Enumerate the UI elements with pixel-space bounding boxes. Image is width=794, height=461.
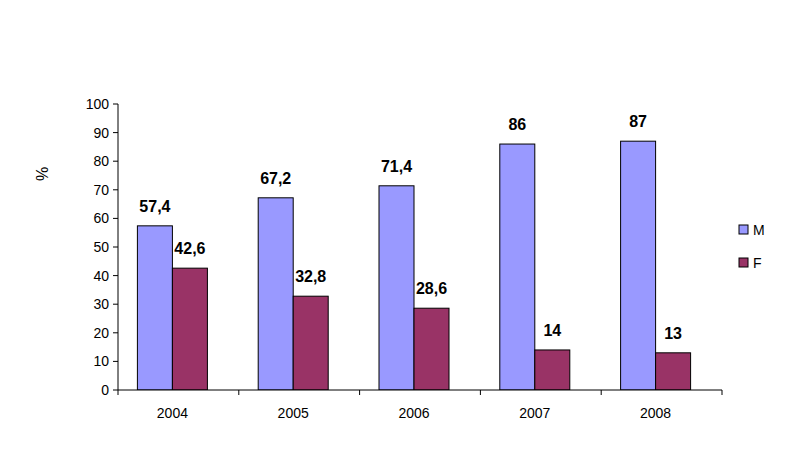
bar <box>379 186 414 390</box>
y-tick-label: 80 <box>93 153 109 169</box>
y-tick <box>113 304 118 305</box>
y-axis-label: % <box>34 167 51 181</box>
y-tick-label: 0 <box>101 382 109 398</box>
data-label: 67,2 <box>260 170 291 187</box>
x-tick <box>722 390 723 395</box>
chart: 57,4 67,2 71,4 86 87 42,6 32,8 28,6 14 13 0 10 20 30 4… <box>0 0 794 461</box>
y-tick-label: 20 <box>93 325 109 341</box>
x-tick <box>601 390 602 395</box>
x-tick-label: 2007 <box>519 405 550 421</box>
y-tick <box>113 361 118 362</box>
bar <box>414 308 449 390</box>
data-label: 13 <box>664 325 682 342</box>
y-tick <box>113 104 118 105</box>
y-tick <box>113 275 118 276</box>
y-tick-label: 40 <box>93 268 109 284</box>
data-label: 86 <box>508 116 526 133</box>
bar <box>258 198 293 390</box>
legend-label: M <box>753 222 765 238</box>
x-tick-label: 2005 <box>278 405 309 421</box>
y-tick-label: 70 <box>93 182 109 198</box>
y-tick-label: 60 <box>93 210 109 226</box>
legend-swatch <box>739 225 748 234</box>
bar <box>500 144 535 390</box>
bars <box>137 141 690 390</box>
x-axis <box>118 390 722 391</box>
bar <box>137 226 172 390</box>
bar <box>621 141 656 390</box>
y-tick <box>113 247 118 248</box>
x-tick <box>238 390 239 395</box>
bar <box>535 350 570 390</box>
bar <box>172 268 207 390</box>
legend-label: F <box>753 255 762 271</box>
x-tick <box>359 390 360 395</box>
data-label: 87 <box>629 113 647 130</box>
x-tick-label: 2008 <box>640 405 671 421</box>
y-tick-label: 100 <box>86 96 110 112</box>
bar <box>293 296 328 390</box>
data-label: 32,8 <box>295 268 326 285</box>
data-label: 28,6 <box>416 280 447 297</box>
y-tick-label: 10 <box>93 353 109 369</box>
y-tick <box>113 332 118 333</box>
data-label: 42,6 <box>174 240 205 257</box>
data-label: 14 <box>543 322 561 339</box>
y-tick <box>113 161 118 162</box>
x-tick-label: 2004 <box>157 405 188 421</box>
data-label: 57,4 <box>139 198 170 215</box>
data-label: 71,4 <box>381 158 412 175</box>
y-tick-label: 30 <box>93 296 109 312</box>
y-tick <box>113 189 118 190</box>
y-tick <box>113 218 118 219</box>
bar <box>656 353 691 390</box>
y-tick-label: 90 <box>93 125 109 141</box>
x-tick-label: 2006 <box>398 405 429 421</box>
x-tick <box>480 390 481 395</box>
x-tick <box>118 390 119 395</box>
y-tick <box>113 132 118 133</box>
y-tick-label: 50 <box>93 239 109 255</box>
legend-swatch <box>739 258 748 267</box>
y-tick <box>113 390 118 391</box>
